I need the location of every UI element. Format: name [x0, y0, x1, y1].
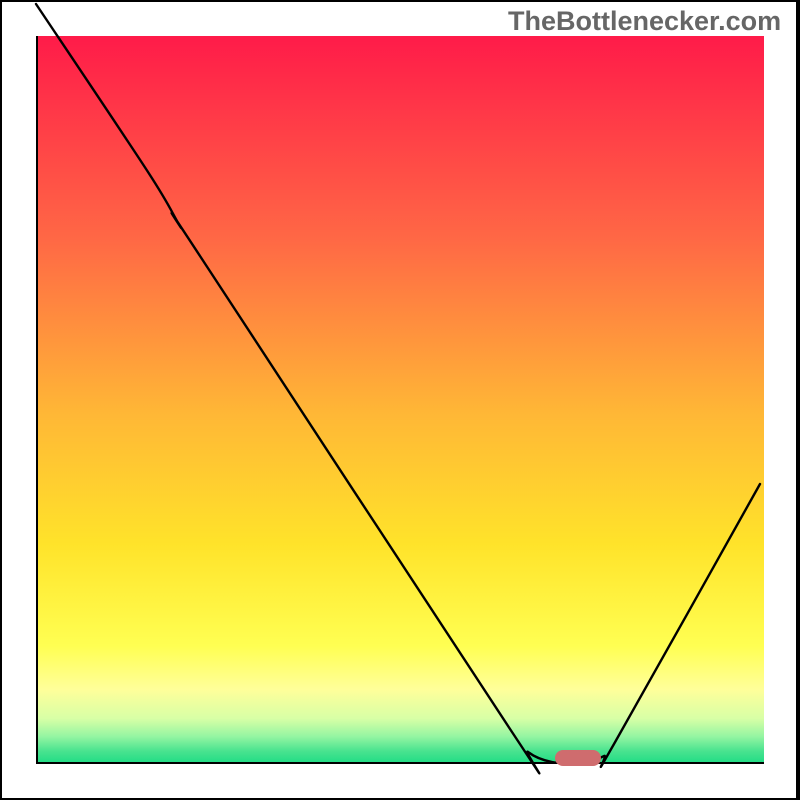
watermark-text: TheBottlenecker.com: [508, 6, 781, 37]
bottleneck-curve: [36, 4, 760, 773]
optimal-marker: [555, 750, 601, 766]
curve-layer: [0, 0, 800, 800]
chart-root: TheBottlenecker.com: [0, 0, 800, 800]
